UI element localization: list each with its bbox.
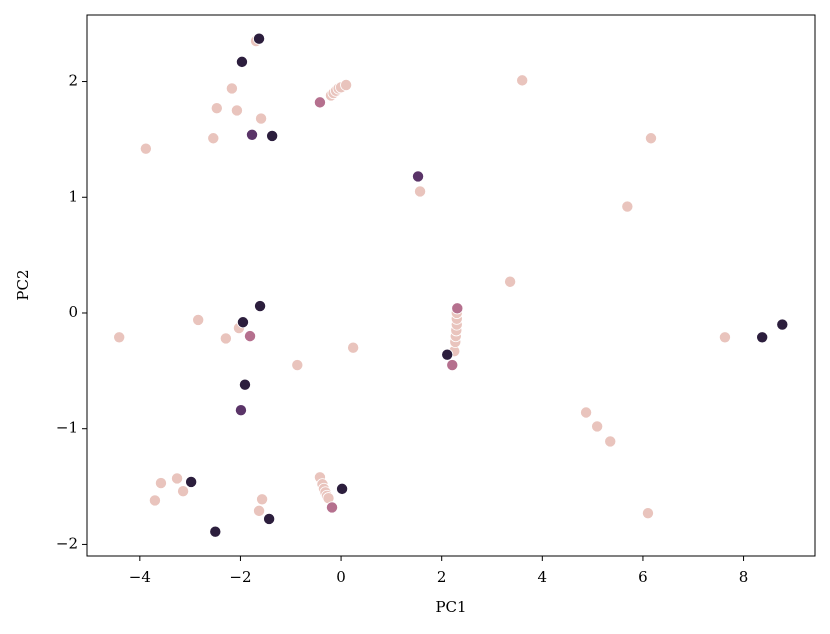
- point: [185, 475, 198, 488]
- y-tick-label: 1: [68, 187, 78, 205]
- point: [326, 501, 339, 514]
- point: [230, 104, 243, 117]
- point: [256, 493, 269, 506]
- point: [236, 316, 249, 329]
- x-tick-label: −2: [229, 568, 251, 586]
- point: [446, 359, 459, 372]
- point: [756, 331, 769, 344]
- point: [177, 485, 190, 498]
- point: [207, 132, 220, 145]
- point: [776, 318, 789, 331]
- x-tick-label: 2: [437, 568, 447, 586]
- point: [604, 435, 617, 448]
- y-tick-label: 2: [68, 72, 78, 90]
- point: [347, 341, 360, 354]
- point: [504, 275, 517, 288]
- point: [263, 512, 276, 525]
- point: [266, 129, 279, 142]
- point: [336, 482, 349, 495]
- point: [313, 96, 326, 109]
- point: [154, 477, 167, 490]
- point: [718, 331, 731, 344]
- plot-frame: [86, 14, 816, 557]
- point: [210, 102, 223, 115]
- point: [621, 200, 634, 213]
- point: [254, 300, 267, 313]
- point: [192, 313, 205, 326]
- point: [255, 112, 268, 125]
- x-axis-label: PC1: [435, 598, 466, 616]
- point: [591, 420, 604, 433]
- point: [209, 525, 222, 538]
- point: [414, 185, 427, 198]
- point: [225, 82, 238, 95]
- point: [171, 472, 184, 485]
- point: [641, 507, 654, 520]
- point: [580, 406, 593, 419]
- point: [234, 404, 247, 417]
- point: [238, 378, 251, 391]
- point: [235, 55, 248, 68]
- point: [291, 359, 304, 372]
- x-tick-label: 0: [336, 568, 346, 586]
- point: [516, 74, 529, 87]
- y-tick-label: −1: [56, 419, 78, 437]
- point: [644, 132, 657, 145]
- point: [253, 32, 266, 45]
- point: [340, 79, 353, 92]
- point: [219, 332, 232, 345]
- point: [412, 170, 425, 183]
- point: [139, 142, 152, 155]
- y-axis-label: PC2: [14, 269, 32, 300]
- y-tick-label: 0: [68, 303, 78, 321]
- point: [246, 128, 259, 141]
- x-tick-label: 4: [538, 568, 548, 586]
- point: [244, 330, 257, 343]
- point: [451, 302, 464, 315]
- x-tick-label: −4: [129, 568, 151, 586]
- point: [148, 494, 161, 507]
- point: [253, 504, 266, 517]
- x-tick-label: 8: [739, 568, 749, 586]
- y-tick-label: −2: [56, 534, 78, 552]
- point: [441, 348, 454, 361]
- point: [113, 331, 126, 344]
- x-tick-label: 6: [638, 568, 648, 586]
